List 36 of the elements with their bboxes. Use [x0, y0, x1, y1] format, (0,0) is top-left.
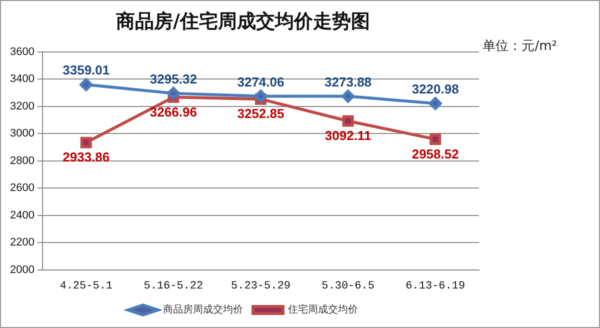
- y-tick-label: 2200: [10, 236, 34, 249]
- point: [80, 78, 93, 92]
- data-label: 3220.98: [412, 82, 459, 97]
- data-label: 3266.96: [150, 104, 197, 120]
- y-tick-label: 2000: [10, 264, 34, 276]
- legend-label: 商品房周成交均价: [163, 304, 243, 316]
- y-tick-label: 2600: [10, 182, 34, 194]
- point: [428, 96, 442, 110]
- x-tick-label: 6.13-6.19: [406, 280, 466, 292]
- text: 单位：元/m²: [482, 38, 557, 55]
- point: [342, 90, 355, 103]
- point: [254, 90, 268, 103]
- y-tick-label: 3200: [10, 100, 34, 112]
- x-tick-label: 5.16-5.22: [144, 280, 204, 292]
- point: [430, 133, 442, 145]
- data-label: 3295.32: [150, 71, 197, 86]
- y-tick-label: 3000: [10, 128, 34, 140]
- y-tick-label: 3600: [10, 46, 34, 58]
- y-tick-label: 2400: [10, 209, 34, 222]
- data-label: 3274.06: [237, 74, 284, 90]
- data-label: 3092.11: [324, 128, 372, 144]
- x-tick-label: 5.23-5.29: [231, 280, 290, 292]
- point: [80, 136, 92, 148]
- legend-label: 住宅周成交均价: [288, 304, 358, 316]
- point: [342, 115, 354, 127]
- point: [166, 86, 180, 100]
- data-label: 3252.85: [237, 106, 284, 122]
- data-label: 3359.01: [62, 62, 110, 78]
- x-tick-label: 4.25-5.1: [60, 280, 113, 292]
- x-tick-label: 5.30-6.5: [322, 280, 374, 292]
- data-label: 2958.52: [412, 146, 459, 162]
- chart-title: 商品房/住宅周成交均价走势图: [115, 10, 370, 32]
- y-tick-label: 2800: [10, 154, 34, 167]
- data-label: 2933.86: [62, 150, 110, 165]
- y-tick-label: 3400: [10, 73, 34, 86]
- data-label: 3273.88: [324, 74, 372, 90]
